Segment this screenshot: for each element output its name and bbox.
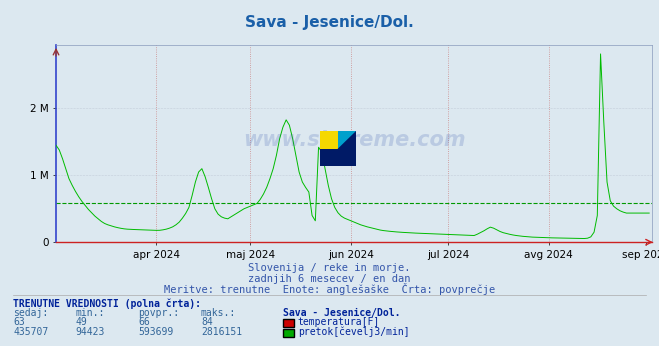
Text: www.si-vreme.com: www.si-vreme.com [243, 130, 465, 150]
Text: 66: 66 [138, 318, 150, 327]
Text: pretok[čevelj3/min]: pretok[čevelj3/min] [298, 327, 409, 337]
Text: 2816151: 2816151 [201, 327, 242, 337]
Text: 94423: 94423 [76, 327, 105, 337]
Text: sedaj:: sedaj: [13, 308, 48, 318]
Text: min.:: min.: [76, 308, 105, 318]
Text: 49: 49 [76, 318, 88, 327]
Bar [320, 131, 338, 149]
Text: 593699: 593699 [138, 327, 173, 337]
Polygon shape [320, 131, 356, 166]
Text: 84: 84 [201, 318, 213, 327]
Text: Slovenija / reke in morje.: Slovenija / reke in morje. [248, 263, 411, 273]
Text: 63: 63 [13, 318, 25, 327]
Text: zadnjih 6 mesecev / en dan: zadnjih 6 mesecev / en dan [248, 274, 411, 283]
Text: TRENUTNE VREDNOSTI (polna črta):: TRENUTNE VREDNOSTI (polna črta): [13, 299, 201, 309]
Text: 435707: 435707 [13, 327, 48, 337]
Text: maks.:: maks.: [201, 308, 236, 318]
Text: temperatura[F]: temperatura[F] [298, 318, 380, 327]
Bar [320, 149, 356, 166]
Text: Sava - Jesenice/Dol.: Sava - Jesenice/Dol. [283, 308, 401, 318]
Text: Sava - Jesenice/Dol.: Sava - Jesenice/Dol. [245, 15, 414, 30]
Text: povpr.:: povpr.: [138, 308, 179, 318]
Bar [338, 131, 356, 149]
Text: Meritve: trenutne  Enote: anglešaške  Črta: povprečje: Meritve: trenutne Enote: anglešaške Črta… [164, 283, 495, 295]
